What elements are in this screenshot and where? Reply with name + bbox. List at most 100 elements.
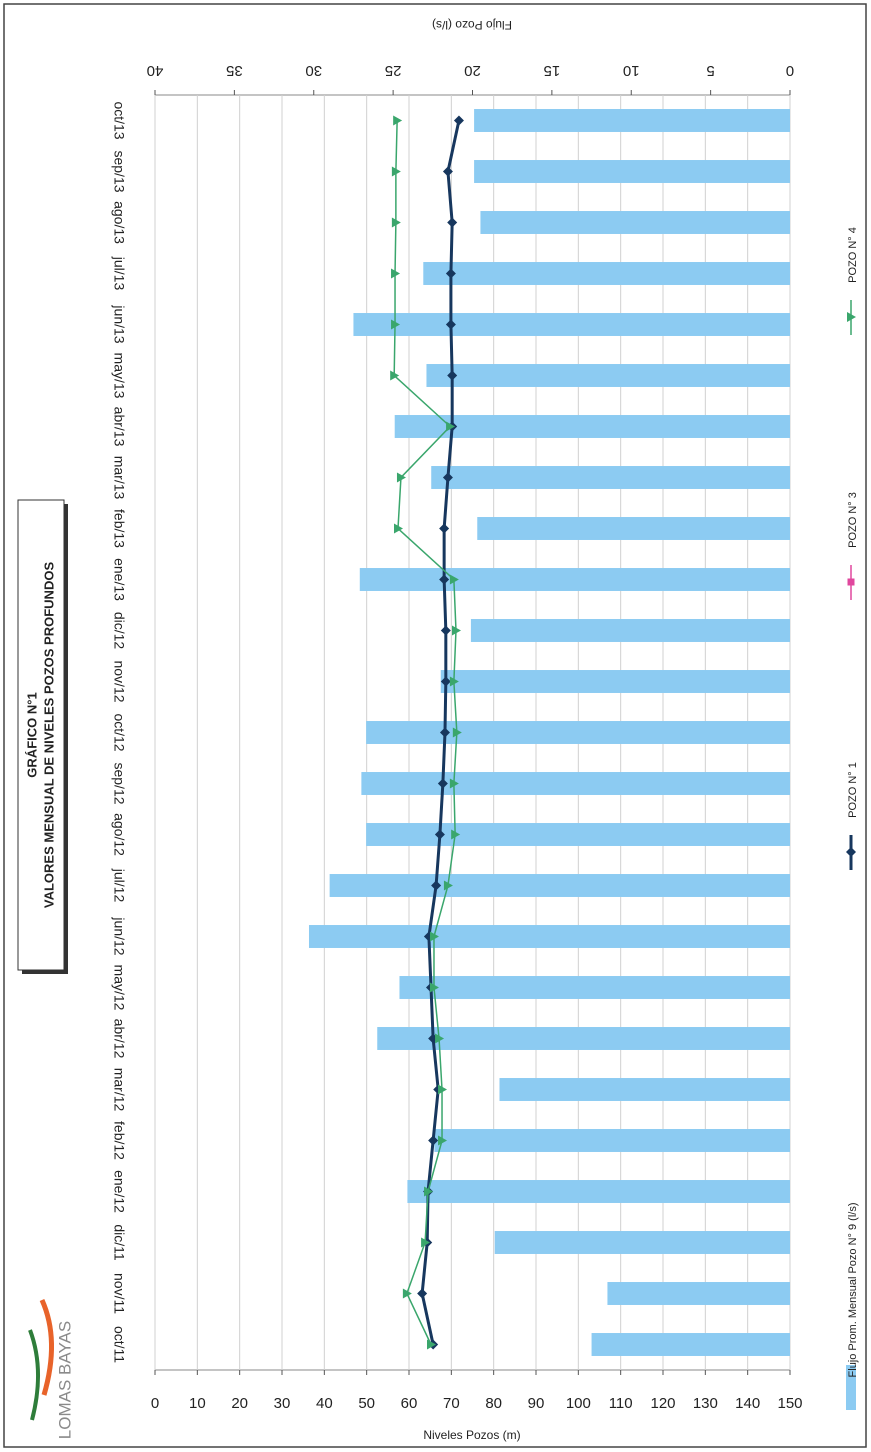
x-tick-label: oct/13	[111, 101, 127, 139]
logo-arc	[39, 1298, 54, 1396]
y-tick-label: 130	[693, 1395, 718, 1412]
x-tick-label: dic/12	[111, 612, 127, 650]
point	[449, 778, 459, 789]
x-tick-label: nov/12	[111, 660, 127, 702]
point	[391, 166, 401, 177]
y-tick-label: 110	[609, 1395, 633, 1412]
x-tick-label: jul/13	[111, 256, 127, 291]
point	[442, 472, 453, 483]
y-tick-label: 140	[735, 1395, 760, 1412]
y-tick-label: 120	[650, 1395, 675, 1412]
point	[447, 370, 458, 381]
y2-tick-label: 25	[385, 62, 402, 79]
point	[453, 115, 464, 126]
x-tick-label: feb/13	[111, 509, 127, 548]
legend-label: POZO N° 1	[847, 762, 859, 818]
legend-marker	[846, 847, 856, 857]
y2-tick-label: 0	[786, 62, 794, 79]
point	[440, 625, 451, 636]
point	[439, 523, 450, 534]
y-tick-label: 90	[528, 1395, 545, 1412]
point	[391, 217, 401, 228]
y2-tick-label: 15	[544, 62, 561, 79]
bar	[477, 517, 790, 540]
bar	[377, 1027, 790, 1050]
point	[393, 115, 403, 126]
point	[431, 880, 442, 891]
chart-title: GRÁFICO N°1	[24, 692, 39, 777]
x-tick-label: may/13	[111, 353, 127, 399]
point	[393, 523, 403, 534]
y2-tick-label: 40	[147, 62, 164, 79]
x-tick-label: may/12	[111, 965, 127, 1011]
bar	[366, 823, 790, 846]
point	[427, 1339, 437, 1350]
y-tick-label: 10	[189, 1395, 206, 1412]
x-tick-label: nov/11	[111, 1273, 127, 1314]
x-tick-label: ene/12	[111, 1170, 127, 1213]
x-tick-label: ene/13	[111, 558, 127, 601]
logo-text: LOMAS BAYAS	[55, 1321, 74, 1439]
y-tick-label: 50	[358, 1395, 375, 1412]
x-tick-label: dic/11	[111, 1224, 127, 1261]
y2-tick-label: 10	[623, 62, 640, 79]
point	[446, 421, 456, 432]
x-tick-label: oct/12	[111, 713, 127, 751]
x-tick-label: ago/12	[111, 813, 127, 856]
y-tick-label: 100	[566, 1395, 591, 1412]
point	[437, 778, 448, 789]
y-tick-label: 30	[274, 1395, 291, 1412]
x-tick-label: sep/12	[111, 762, 127, 804]
point	[445, 268, 456, 279]
point	[451, 625, 461, 636]
legend-label: Flujo Prom. Mensual Pozo N° 9 (l/s)	[847, 1203, 859, 1378]
point	[451, 829, 461, 840]
x-tick-label: mar/13	[111, 456, 127, 500]
legend-label: POZO N° 4	[847, 227, 859, 283]
legend-marker	[847, 312, 856, 322]
y2-tick-label: 35	[226, 62, 243, 79]
point	[429, 931, 439, 942]
bar	[399, 976, 790, 999]
point	[449, 676, 459, 687]
x-tick-label: sep/13	[111, 150, 127, 192]
point	[429, 982, 439, 993]
point	[440, 676, 451, 687]
bar	[407, 1180, 790, 1203]
x-tick-label: jun/12	[111, 916, 127, 955]
point	[445, 319, 456, 330]
legend-label: POZO N° 3	[847, 492, 859, 548]
point	[402, 1288, 412, 1299]
y-tick-label: 40	[316, 1395, 333, 1412]
point	[390, 370, 400, 381]
point	[421, 1237, 431, 1248]
y-tick-label: 60	[401, 1395, 418, 1412]
y2-tick-label: 20	[464, 62, 481, 79]
point	[424, 1186, 434, 1197]
y-tick-label: 20	[231, 1395, 248, 1412]
x-tick-label: mar/12	[111, 1068, 127, 1112]
bar	[308, 925, 790, 948]
y2-tick-label: 5	[706, 62, 714, 79]
bar	[494, 1231, 790, 1254]
point	[428, 1135, 439, 1146]
bar	[431, 466, 790, 489]
point	[434, 829, 445, 840]
bar	[394, 415, 790, 438]
bar	[474, 160, 790, 183]
y-axis-label: Niveles Pozos (m)	[423, 1428, 520, 1442]
legend-swatch	[846, 1365, 856, 1410]
y-tick-label: 0	[151, 1395, 159, 1412]
bar	[499, 1078, 790, 1101]
x-tick-label: jun/13	[111, 304, 127, 343]
y-tick-label: 150	[777, 1395, 802, 1412]
y2-axis-label: Flujo Pozo (l/s)	[432, 18, 512, 32]
point	[442, 166, 453, 177]
point	[417, 1288, 428, 1299]
bar	[440, 670, 790, 693]
bar	[480, 211, 790, 234]
point	[443, 880, 453, 891]
point	[449, 574, 459, 585]
y-tick-label: 80	[485, 1395, 502, 1412]
